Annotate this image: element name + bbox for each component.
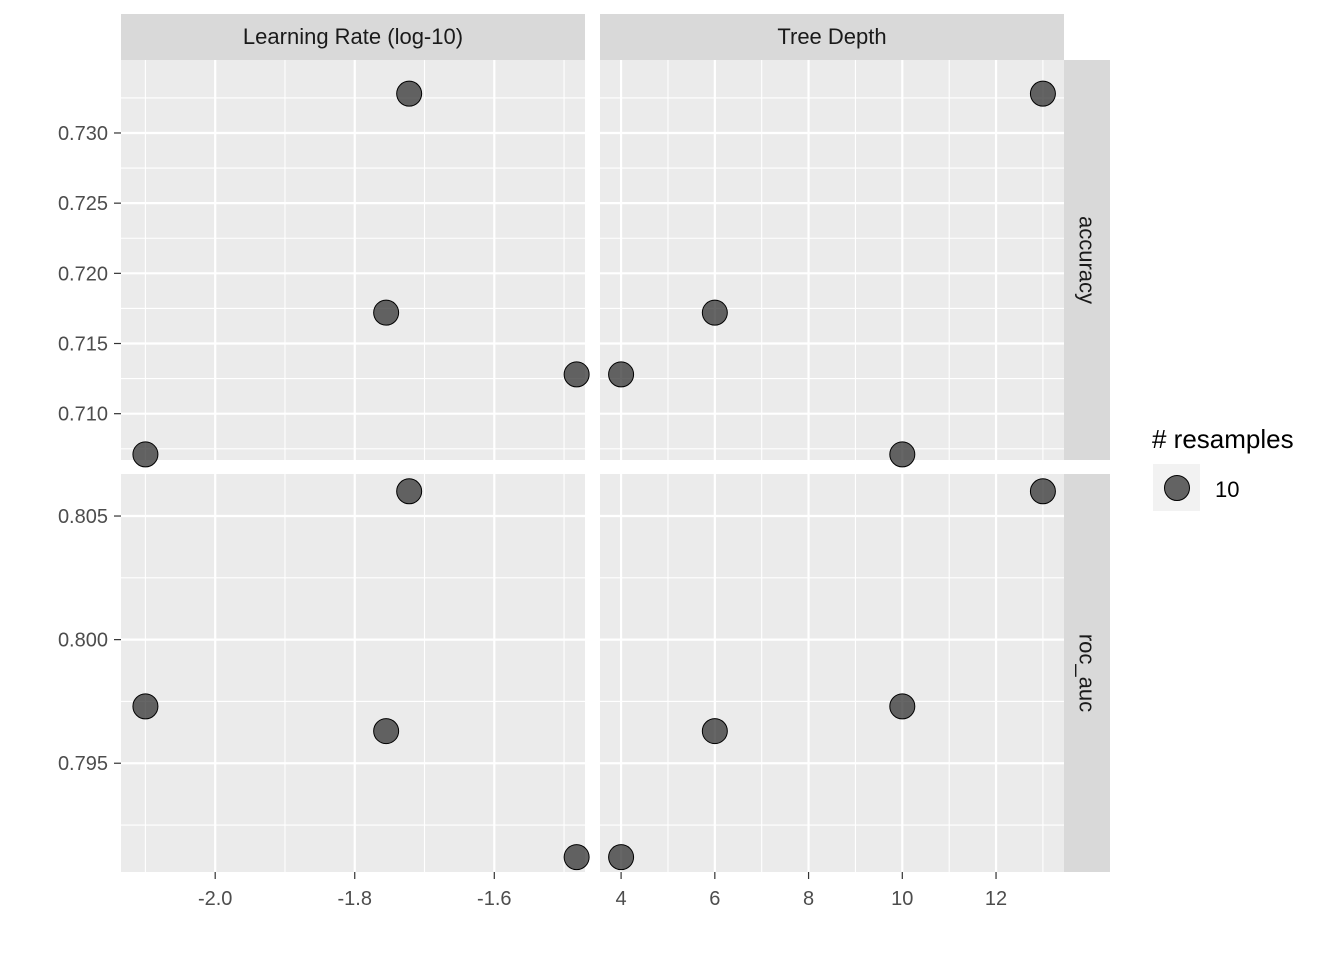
y-tick-label: 0.795: [58, 753, 108, 775]
data-point: [373, 718, 400, 745]
data-point: [608, 361, 635, 388]
legend-title: # resamples: [1152, 424, 1294, 454]
y-tick-label: 0.720: [58, 263, 108, 285]
column-strip-label: Tree Depth: [777, 24, 886, 49]
y-tick-label: 0.710: [58, 404, 108, 426]
row-strip: [1064, 60, 1110, 460]
y-tick-label: 0.805: [58, 506, 108, 528]
x-tick-label: 10: [891, 888, 913, 910]
data-point: [701, 299, 728, 326]
data-point: [373, 299, 400, 326]
x-tick-label: 12: [985, 888, 1007, 910]
data-point: [701, 718, 728, 745]
y-tick-label: 0.715: [58, 334, 108, 356]
x-tick-label: 4: [616, 888, 627, 910]
panel-background: [600, 474, 1064, 872]
data-point: [1029, 80, 1056, 107]
column-strip-label: Learning Rate (log-10): [243, 24, 463, 49]
data-point: [396, 478, 423, 505]
data-point: [132, 693, 159, 720]
data-point: [889, 441, 916, 468]
x-tick-label: -1.8: [338, 888, 372, 910]
data-point: [608, 844, 635, 871]
legend-point: [1164, 475, 1190, 501]
data-point: [1029, 478, 1056, 505]
row-strip-label: roc_auc: [1075, 634, 1100, 712]
row-strip: [1064, 474, 1110, 872]
data-point: [396, 80, 423, 107]
legend-item-label: 10: [1215, 477, 1239, 502]
y-tick-label: 0.800: [58, 630, 108, 652]
x-tick-label: -1.6: [477, 888, 511, 910]
data-point: [889, 693, 916, 720]
y-tick-label: 0.725: [58, 193, 108, 215]
panel-background: [121, 474, 585, 872]
panel-background: [121, 60, 585, 460]
column-strip: [600, 14, 1064, 60]
x-tick-label: -2.0: [198, 888, 232, 910]
x-tick-label: 6: [709, 888, 720, 910]
panel-background: [600, 60, 1064, 460]
data-point: [563, 361, 590, 388]
x-tick-label: 8: [803, 888, 814, 910]
column-strip: [121, 14, 585, 60]
data-point: [563, 844, 590, 871]
y-tick-label: 0.730: [58, 123, 108, 145]
data-point: [132, 441, 159, 468]
row-strip-label: accuracy: [1075, 216, 1100, 304]
